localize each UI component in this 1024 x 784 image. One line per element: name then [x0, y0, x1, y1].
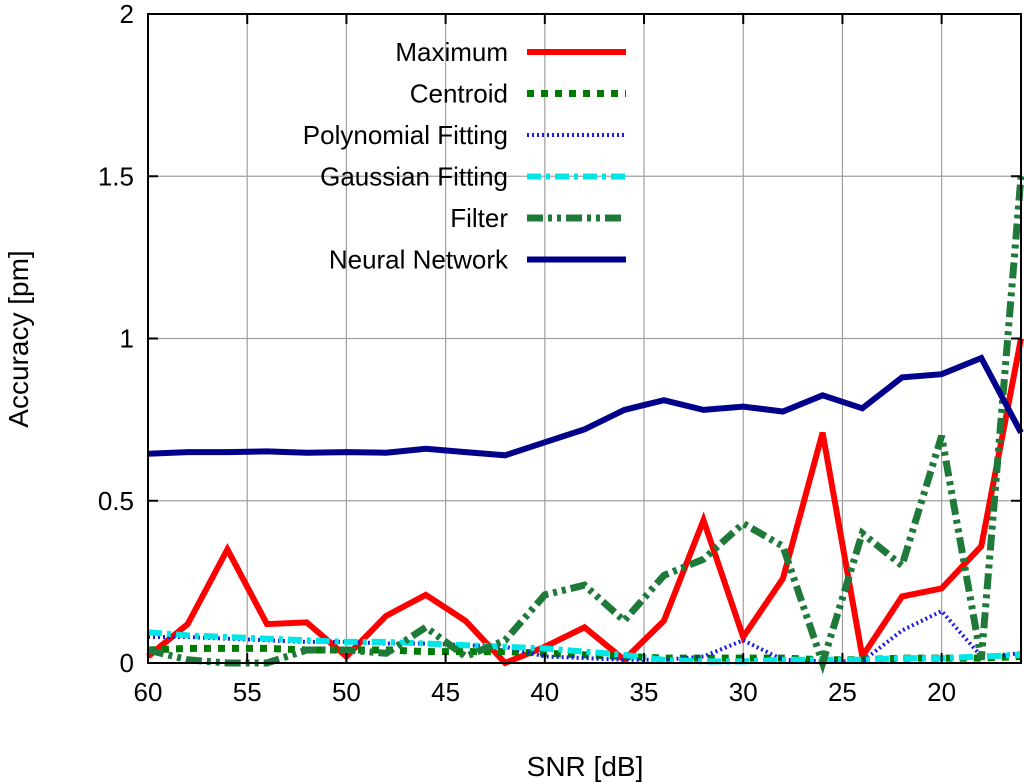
y-tick-label: 0 [120, 648, 134, 678]
tick-labels: 60 55 50 45 40 35 30 25 20 0 0.5 1 1.5 2 [98, 0, 956, 707]
series-line-neural-network [147, 354, 1024, 459]
x-axis-title: SNR [dB] [527, 751, 644, 782]
x-tick-label: 45 [431, 677, 460, 707]
x-tick-label: 40 [530, 677, 559, 707]
legend-label-filter: Filter [450, 203, 508, 233]
y-tick-label: 0.5 [98, 486, 134, 516]
x-tick-label: 20 [927, 677, 956, 707]
y-tick-label: 1 [120, 324, 134, 354]
y-tick-label: 2 [120, 0, 134, 29]
x-tick-label: 25 [828, 677, 857, 707]
y-axis-title: Accuracy [pm] [3, 250, 34, 427]
legend-label-maximum: Maximum [395, 37, 508, 67]
ticks [147, 13, 1021, 664]
x-tick-label: 60 [134, 677, 163, 707]
legend: Maximum Centroid Polynomial Fitting Gaussia… [303, 37, 626, 275]
series-line-centroid [147, 644, 1022, 664]
series-line-filter [147, 176, 1024, 675]
series-line-gaussian-fitting [147, 629, 1022, 665]
y-tick-label: 1.5 [98, 161, 134, 191]
x-tick-label: 30 [729, 677, 758, 707]
legend-label-neural-network: Neural Network [329, 245, 509, 275]
legend-label-gaussian-fitting: Gaussian Fitting [320, 162, 508, 192]
series-line-maximum [146, 337, 1024, 667]
x-tick-label: 50 [332, 677, 361, 707]
x-tick-label: 35 [630, 677, 659, 707]
series-group [146, 176, 1024, 675]
x-tick-label: 55 [233, 677, 262, 707]
legend-label-polynomial-fitting: Polynomial Fitting [303, 120, 508, 150]
legend-label-centroid: Centroid [410, 79, 508, 109]
